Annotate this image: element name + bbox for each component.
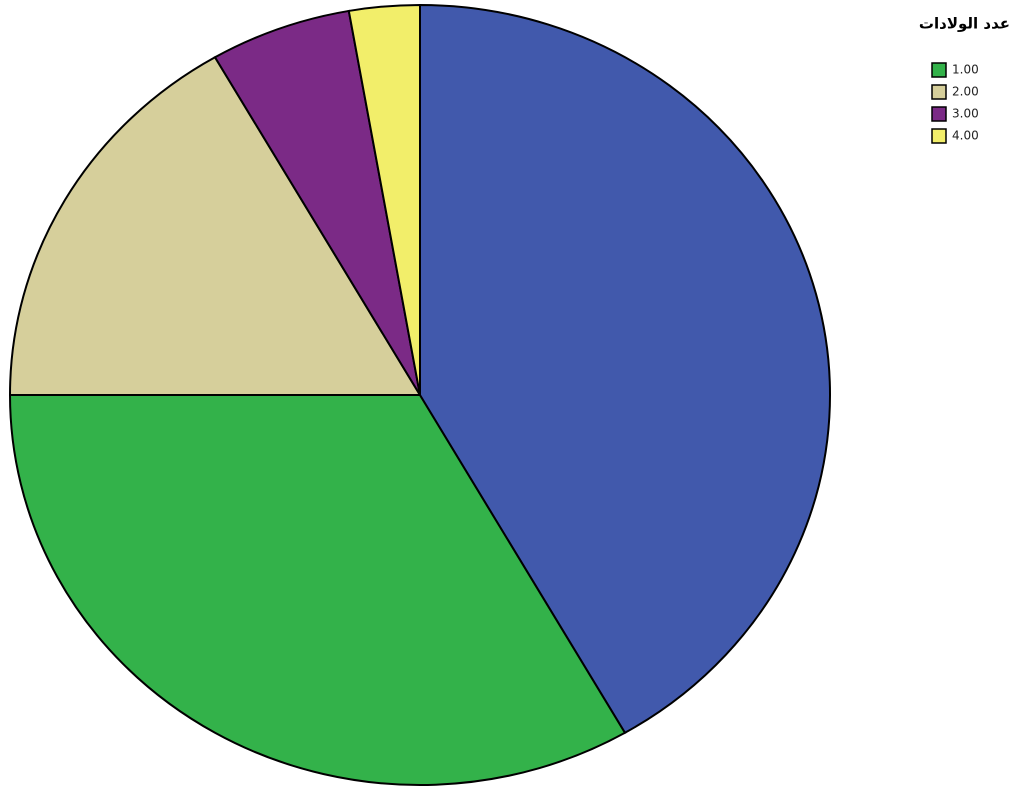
legend-swatch [931, 84, 947, 100]
pie-slice [213, 9, 421, 396]
pie-slice [8, 55, 422, 396]
legend-label: 1.00 [952, 63, 979, 77]
legend-swatch [931, 106, 947, 122]
pie-slice [8, 394, 627, 786]
legend-swatch [931, 62, 947, 78]
legend-label: 3.00 [952, 107, 979, 121]
legend-label: 2.00 [952, 85, 979, 99]
chart-title: عدد الولادات [919, 15, 1010, 33]
legend-label: 4.00 [952, 129, 979, 143]
pie-slice [419, 3, 831, 735]
legend-swatch [931, 128, 947, 144]
